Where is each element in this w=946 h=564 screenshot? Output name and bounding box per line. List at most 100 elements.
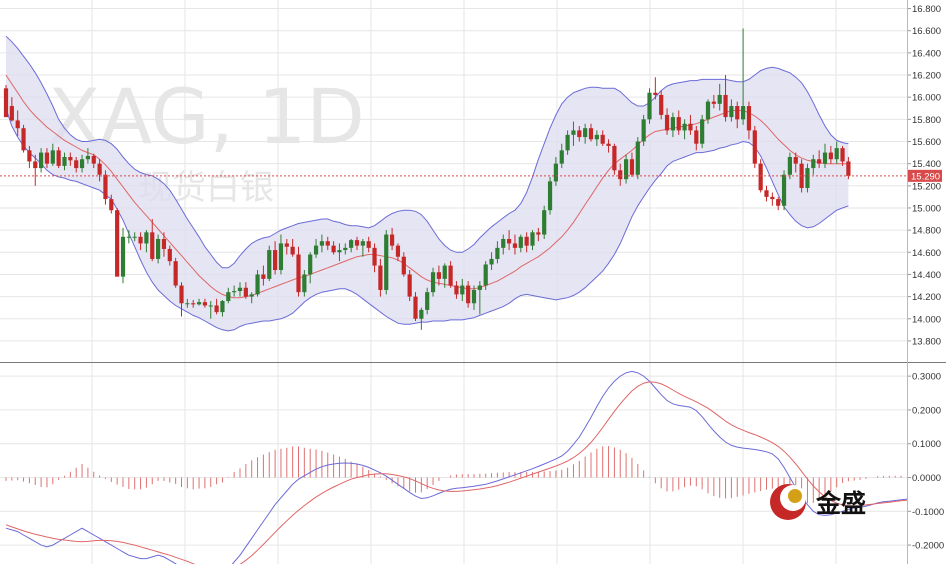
candle [378, 258, 383, 297]
candle-body [694, 130, 699, 144]
candle-body [126, 236, 131, 238]
macd-tick-label: -0.1000 [912, 507, 944, 518]
candle [249, 292, 254, 304]
candle-body [85, 155, 90, 160]
candle [647, 88, 652, 124]
candle [308, 252, 313, 284]
candle-body [308, 254, 313, 275]
candle-body [811, 159, 816, 169]
candle [132, 232, 137, 242]
price-tick-label: 15.400 [912, 159, 941, 170]
candle [366, 236, 371, 253]
candle-body [612, 145, 617, 171]
candle-body [495, 247, 500, 259]
candle [635, 137, 640, 180]
candle [606, 139, 611, 153]
candle [659, 90, 664, 120]
candle [191, 299, 196, 308]
candle [723, 75, 728, 122]
candle-body [50, 150, 55, 164]
candle-body [436, 272, 441, 279]
candle [44, 148, 50, 169]
candle-body [530, 232, 535, 246]
candle [390, 227, 395, 251]
price-tick-label: 16.800 [912, 4, 941, 15]
candle [495, 241, 500, 264]
candle-body [173, 261, 178, 286]
candle-body [27, 150, 32, 162]
macd-tick-label: 0.3000 [912, 372, 941, 383]
candle-body [624, 159, 629, 180]
candle-body [512, 243, 518, 248]
price-tick-label: 16.200 [912, 71, 941, 82]
candle-body [781, 174, 787, 206]
candle [466, 281, 471, 308]
macd-line [5, 370, 907, 564]
candle-body [3, 88, 9, 118]
price-tick-label: 15.000 [912, 203, 941, 214]
candle [144, 230, 149, 253]
candle-body [682, 123, 687, 131]
candle [156, 234, 161, 264]
candle [594, 130, 599, 146]
price-tick-label: 13.800 [912, 336, 941, 347]
candle-body [670, 117, 675, 131]
candle-body [659, 94, 664, 115]
candle-body [477, 285, 482, 290]
candle-body [430, 272, 436, 293]
candle [296, 246, 301, 297]
candle-body [764, 190, 769, 197]
candle [787, 152, 792, 180]
candle [273, 241, 278, 275]
candle-body [202, 302, 207, 306]
candle [822, 143, 828, 169]
candle-body [647, 92, 652, 120]
candle [664, 108, 670, 135]
candle-body [460, 285, 465, 295]
candle [793, 152, 798, 173]
candle [507, 230, 512, 251]
price-tick-label: 16.600 [912, 26, 941, 37]
candle-body [191, 303, 196, 305]
candle [261, 265, 266, 286]
candle [208, 301, 213, 319]
logo-emblem-coin [788, 489, 802, 503]
candle [115, 207, 120, 277]
candle [413, 292, 418, 321]
macd-tick-label: -0.2000 [912, 541, 944, 552]
candle [559, 143, 564, 169]
candle [74, 157, 79, 173]
candle-body [296, 254, 301, 293]
candle [483, 261, 488, 290]
candle [542, 205, 547, 239]
candle [33, 154, 38, 186]
candle-body [840, 148, 845, 162]
candle [811, 154, 816, 175]
candle-body [62, 157, 67, 166]
candle [682, 119, 687, 140]
candle-body [74, 160, 79, 169]
candle-body [220, 301, 225, 313]
candle-body [349, 240, 354, 248]
candle [670, 112, 675, 138]
candle [226, 287, 231, 304]
candle-body [577, 130, 582, 138]
candle [319, 234, 324, 253]
bollinger-fill [6, 36, 849, 331]
candle-body [395, 245, 401, 257]
candle [817, 150, 822, 169]
candle-body [471, 289, 477, 304]
candle [805, 163, 810, 193]
candle-body [735, 106, 740, 120]
candle [202, 298, 207, 308]
macd-tick-label: 0.0000 [912, 473, 941, 484]
candle-body [758, 163, 763, 191]
candle-body [302, 274, 307, 293]
candle-body [723, 94, 728, 118]
candle-body [805, 168, 810, 189]
candle-body [196, 302, 202, 305]
candle-body [290, 246, 295, 255]
candle [653, 77, 658, 100]
price-axis: 13.800 14.000 14.200 14.400 14.600 14.800 15.0… [907, 4, 944, 552]
